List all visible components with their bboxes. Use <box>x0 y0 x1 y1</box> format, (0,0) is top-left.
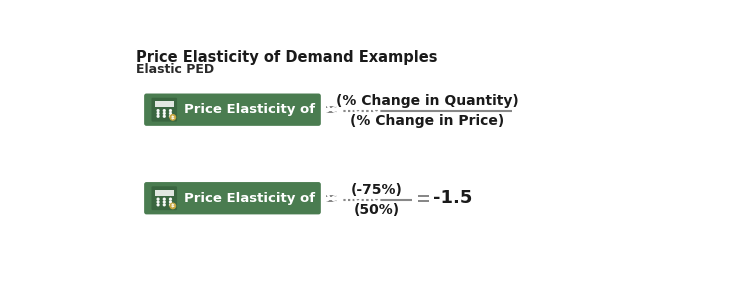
Circle shape <box>158 201 159 203</box>
Bar <box>155 190 173 196</box>
Circle shape <box>164 113 165 114</box>
Circle shape <box>164 198 165 200</box>
Circle shape <box>158 198 159 200</box>
Circle shape <box>170 201 172 203</box>
Text: (-75%): (-75%) <box>351 183 403 197</box>
Circle shape <box>158 115 159 117</box>
Bar <box>326 111 337 113</box>
Text: (50%): (50%) <box>353 203 400 217</box>
Circle shape <box>164 204 165 206</box>
FancyBboxPatch shape <box>144 94 321 126</box>
Circle shape <box>170 115 172 117</box>
Bar <box>326 195 337 197</box>
Circle shape <box>158 113 159 114</box>
Circle shape <box>164 201 165 203</box>
Circle shape <box>170 198 172 200</box>
Text: (% Change in Price): (% Change in Price) <box>350 114 504 128</box>
Circle shape <box>170 110 172 111</box>
Circle shape <box>164 115 165 117</box>
Circle shape <box>158 110 159 111</box>
Circle shape <box>170 115 176 120</box>
Text: (% Change in Quantity): (% Change in Quantity) <box>336 94 518 108</box>
Text: Price Elasticity of Demand Examples: Price Elasticity of Demand Examples <box>136 50 438 65</box>
Text: Elastic PED: Elastic PED <box>136 63 214 76</box>
FancyBboxPatch shape <box>152 98 177 122</box>
Circle shape <box>170 204 172 206</box>
Text: -1.5: -1.5 <box>433 189 472 207</box>
Bar <box>326 200 337 201</box>
Bar <box>326 106 337 108</box>
FancyBboxPatch shape <box>144 182 321 214</box>
FancyBboxPatch shape <box>152 186 177 210</box>
Text: $: $ <box>171 204 175 208</box>
Circle shape <box>164 110 165 111</box>
Circle shape <box>170 113 172 114</box>
Bar <box>418 200 428 201</box>
Text: $: $ <box>171 115 175 120</box>
Bar <box>418 195 428 197</box>
Circle shape <box>170 203 176 209</box>
Bar <box>155 101 173 107</box>
Circle shape <box>158 204 159 206</box>
Text: Price Elasticity of Demand: Price Elasticity of Demand <box>184 192 381 205</box>
Text: Price Elasticity of Demand: Price Elasticity of Demand <box>184 103 381 116</box>
